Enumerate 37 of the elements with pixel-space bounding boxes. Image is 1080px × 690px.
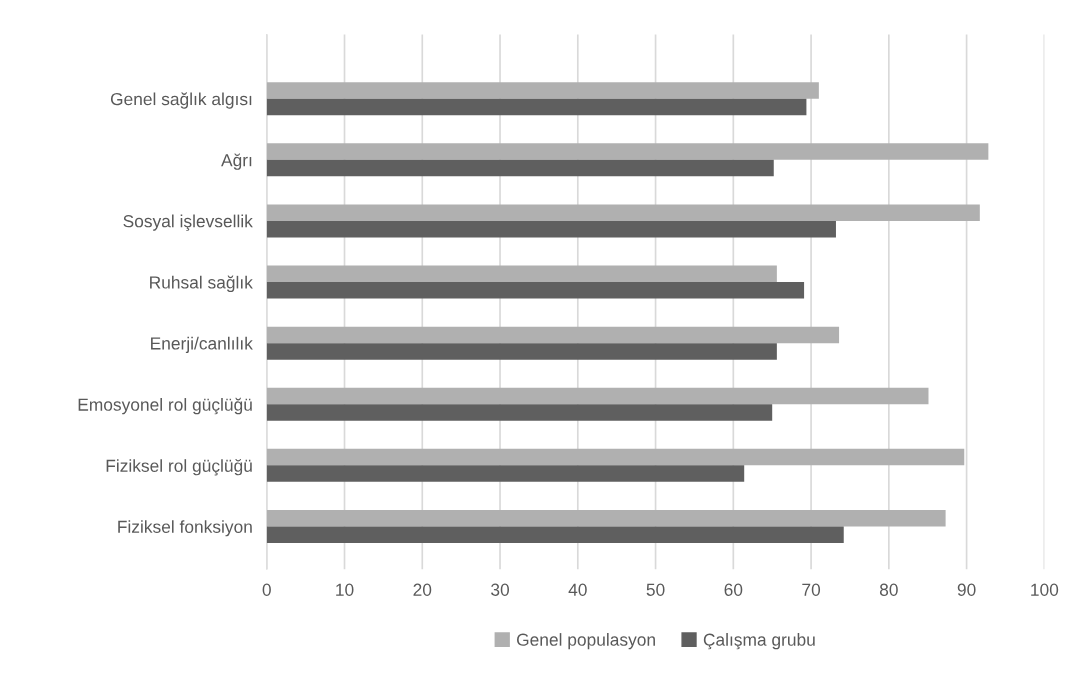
bar	[266, 204, 980, 221]
bar	[266, 404, 773, 421]
x-tick-label: 70	[802, 583, 821, 596]
y-tick-label: Genel sağlık algısı	[110, 92, 252, 109]
bar	[266, 159, 774, 177]
x-tick-label: 20	[413, 583, 432, 596]
y-tick-label: Fiziksel fonksiyon	[118, 520, 252, 537]
bar	[266, 343, 777, 360]
x-tick-label: 100	[1031, 583, 1059, 596]
x-tick-label: 0	[262, 583, 271, 596]
bar	[266, 220, 836, 238]
bar	[266, 387, 929, 405]
bar	[266, 265, 777, 283]
bar	[266, 526, 844, 543]
bar	[266, 98, 807, 116]
bar	[266, 509, 946, 527]
y-tick-label: Ağrı	[221, 153, 252, 170]
y-tick-label: Enerji/canlılık	[151, 336, 253, 354]
x-tick-label: 60	[724, 583, 743, 596]
bar	[266, 82, 819, 99]
bar	[266, 465, 745, 482]
y-tick-label: Sosyal işlevsellik	[123, 214, 253, 231]
x-tick-label: 30	[491, 583, 510, 596]
y-tick-label: Fiziksel rol güçlüğü	[106, 458, 252, 476]
x-tick-label: 40	[568, 583, 587, 596]
x-tick-label: 80	[879, 583, 898, 596]
y-tick-label: Ruhsal sağlık	[150, 275, 253, 293]
bar	[266, 282, 805, 299]
y-tick-label: Emosyonel rol güçlüğü	[78, 397, 252, 415]
legend-label: Çalışma grubu	[703, 633, 815, 650]
bar	[266, 326, 840, 344]
bar	[266, 448, 965, 466]
x-tick-label: 10	[336, 583, 354, 596]
legend-label: Genel populasyon	[516, 633, 655, 650]
bar	[266, 143, 989, 160]
x-tick-label: 90	[957, 583, 976, 596]
x-tick-label: 50	[646, 583, 665, 596]
